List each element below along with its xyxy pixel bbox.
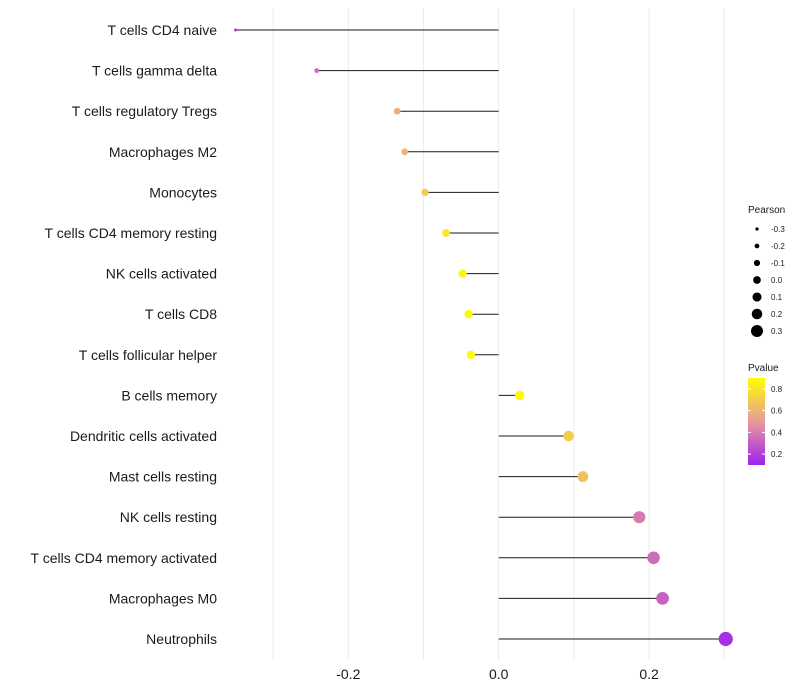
lollipop-point	[401, 148, 409, 156]
category-label: T cells follicular helper	[79, 347, 218, 363]
category-label: Mast cells resting	[109, 469, 217, 485]
pvalue-color-legend: Pvalue 0.8 0.6 0.4 0.2	[748, 363, 783, 465]
category-label: T cells CD8	[145, 306, 217, 322]
x-tick-label: 0.0	[489, 666, 509, 682]
category-label: B cells memory	[121, 387, 217, 403]
size-legend-dot	[753, 276, 761, 284]
grid-lines	[272, 8, 725, 660]
category-label: Monocytes	[149, 184, 217, 200]
lollipop-point	[464, 310, 473, 319]
size-legend-label: 0.0	[771, 276, 783, 285]
category-label: NK cells activated	[106, 266, 217, 282]
category-label: NK cells resting	[120, 509, 217, 525]
colorbar-label: 0.2	[771, 450, 783, 459]
size-legend-title: Pearson	[748, 205, 785, 216]
pearson-size-legend: Pearson -0.3 -0.2 -0.1 0.0 0.1 0.2 0.3	[748, 205, 785, 338]
size-legend-dot	[751, 308, 763, 320]
lollipop-point	[577, 471, 589, 483]
category-label: T cells CD4 naive	[108, 22, 218, 38]
lollipop-point	[314, 68, 320, 74]
category-labels: T cells CD4 naive T cells gamma delta T ce…	[31, 22, 218, 647]
x-tick-labels: -0.2 0.0 0.2	[336, 666, 659, 682]
lollipop-point	[466, 350, 476, 359]
lollipop-points	[234, 28, 733, 647]
size-legend-label: -0.3	[771, 225, 785, 234]
size-legend-label: -0.1	[771, 259, 785, 268]
size-legend-dot	[754, 243, 760, 249]
colorbar-label: 0.8	[771, 385, 783, 394]
x-tick-label: 0.2	[639, 666, 659, 682]
lollipop-point	[234, 28, 238, 32]
size-legend-dot	[750, 324, 764, 338]
lollipop-point	[514, 390, 525, 401]
colorbar-label: 0.4	[771, 428, 783, 437]
category-label: T cells CD4 memory activated	[31, 550, 217, 566]
pvalue-colorbar	[748, 378, 765, 465]
lollipop-point	[647, 551, 660, 565]
lollipop-point	[442, 229, 450, 237]
category-label: Dendritic cells activated	[70, 428, 217, 444]
lollipop-point	[633, 511, 646, 524]
size-legend-label: 0.3	[771, 327, 783, 336]
category-label: Macrophages M2	[109, 144, 217, 160]
lollipop-segments	[235, 29, 726, 640]
lollipop-point	[393, 107, 401, 115]
lollipop-point	[563, 430, 574, 442]
category-label: T cells regulatory Tregs	[72, 103, 217, 119]
category-label: T cells CD4 memory resting	[45, 225, 217, 241]
size-legend-label: 0.2	[771, 310, 783, 319]
colorbar-label: 0.6	[771, 407, 783, 416]
size-legend-dot	[755, 227, 759, 231]
size-legend-dot	[752, 292, 762, 302]
size-legend-dot	[753, 259, 761, 267]
x-tick-label: -0.2	[336, 666, 360, 682]
size-legend-label: -0.2	[771, 242, 785, 251]
category-label: Neutrophils	[146, 631, 217, 647]
category-label: Macrophages M0	[109, 590, 217, 606]
lollipop-point	[421, 188, 429, 197]
lollipop-point	[718, 631, 733, 647]
lollipop-point	[458, 269, 467, 278]
size-legend-label: 0.1	[771, 293, 783, 302]
color-legend-title: Pvalue	[748, 363, 779, 374]
category-label: T cells gamma delta	[92, 63, 217, 79]
lollipop-point	[656, 592, 669, 605]
